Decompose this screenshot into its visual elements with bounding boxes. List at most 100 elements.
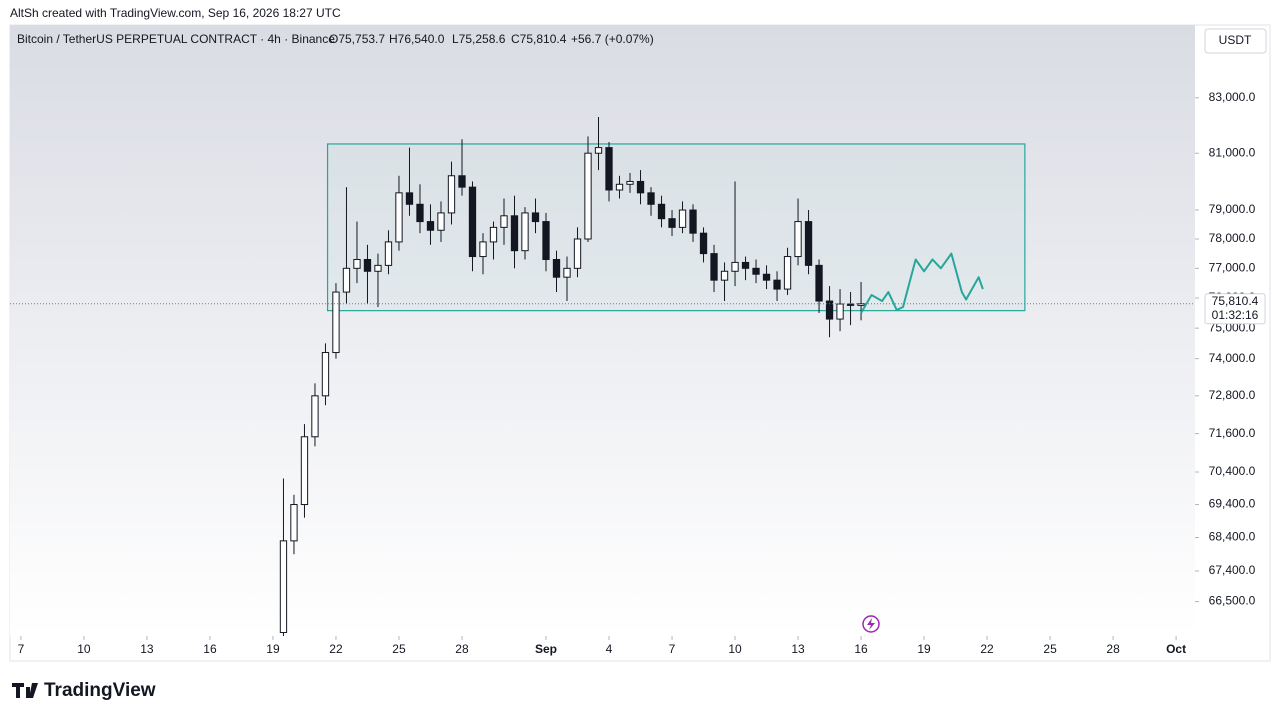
candle-body <box>710 253 718 281</box>
y-tick-label: 67,400.0 <box>1209 563 1256 577</box>
candle-body <box>416 203 424 223</box>
candle-body <box>311 395 319 438</box>
candle-body <box>804 221 813 266</box>
x-tick-label: 10 <box>77 642 91 656</box>
candle-body <box>552 258 561 278</box>
candle-body <box>773 279 781 290</box>
candle-body <box>563 267 571 278</box>
change: +56.7 (+0.07%) <box>571 32 654 46</box>
candle-body <box>332 291 340 354</box>
last-price-label: 75,810.4 <box>1212 294 1259 308</box>
candle-body <box>699 232 708 255</box>
candle-body <box>752 267 760 275</box>
candle-body <box>647 192 655 205</box>
candle-body <box>689 209 697 234</box>
y-tick-label: 69,400.0 <box>1209 497 1256 511</box>
candle-body <box>521 212 529 252</box>
candle-body <box>437 212 445 231</box>
logo-text: TradingView <box>44 680 156 701</box>
candle-body <box>584 152 592 240</box>
x-tick-label: 22 <box>980 642 994 656</box>
y-tick-label: 79,000.0 <box>1209 202 1256 216</box>
candle-body <box>626 180 634 185</box>
candle-body <box>458 175 466 188</box>
y-tick-label: 74,000.0 <box>1209 351 1256 365</box>
y-tick-label: 66,500.0 <box>1209 594 1256 608</box>
candle-body <box>426 221 435 231</box>
x-tick-label: 28 <box>1106 642 1120 656</box>
candle-body <box>384 241 393 266</box>
ohlc-high: H76,540.0 <box>389 32 445 46</box>
candle-body <box>825 300 834 320</box>
candle-body <box>468 186 477 258</box>
x-tick-label: 4 <box>606 642 613 656</box>
candle-body <box>720 270 729 281</box>
candle-body <box>668 218 676 228</box>
x-tick-label: 16 <box>203 642 217 656</box>
x-tick-label: Oct <box>1166 642 1186 656</box>
candle-body <box>731 261 739 272</box>
candle-body <box>489 226 498 243</box>
y-tick-label: 83,000.0 <box>1209 90 1256 104</box>
candle-body <box>636 180 645 194</box>
candle-body <box>678 209 687 228</box>
candle-body <box>447 175 456 214</box>
x-tick-label: 25 <box>392 642 406 656</box>
candle-body <box>510 215 519 252</box>
candle-body <box>531 212 540 223</box>
x-tick-label: 13 <box>791 642 805 656</box>
x-tick-label: 28 <box>455 642 469 656</box>
candle-body <box>815 264 823 302</box>
candle-body <box>353 258 361 269</box>
logo-icon <box>12 683 38 698</box>
currency-button[interactable] <box>1204 28 1267 54</box>
ohlc-low: L75,258.6 <box>452 32 506 46</box>
candle-body <box>321 352 330 397</box>
candle-body <box>836 303 844 320</box>
candle-body <box>857 303 865 306</box>
y-tick-label: 70,400.0 <box>1209 464 1256 478</box>
candle-body <box>363 258 372 272</box>
y-tick-label: 71,600.0 <box>1209 426 1256 440</box>
x-tick-label: 22 <box>329 642 343 656</box>
candle-body <box>794 221 802 258</box>
candle-body <box>279 540 288 634</box>
x-tick-label: Sep <box>535 642 557 656</box>
candle-body <box>395 192 403 243</box>
plot-bg <box>10 25 1195 636</box>
candle-body <box>605 147 613 191</box>
event-bolt <box>867 618 875 630</box>
candle-body <box>542 221 550 260</box>
candle-body <box>342 267 351 293</box>
candle-body <box>405 192 414 205</box>
symbol: Bitcoin / TetherUS PERPETUAL CONTRACT · … <box>17 32 335 46</box>
candle-body <box>300 436 309 506</box>
candle-body <box>846 303 855 306</box>
x-tick-label: 25 <box>1043 642 1057 656</box>
candle-body <box>479 241 487 258</box>
candle-body <box>762 273 771 281</box>
currency[interactable]: USDT <box>1219 33 1252 47</box>
x-tick-label: 13 <box>140 642 154 656</box>
ohlc-open: O75,753.7 <box>329 32 385 46</box>
countdown: 01:32:16 <box>1212 308 1259 322</box>
candle-body <box>783 256 792 290</box>
y-tick-label: 77,000.0 <box>1209 260 1256 274</box>
candle-body <box>741 261 750 269</box>
x-tick-label: 19 <box>917 642 931 656</box>
candle-body <box>615 183 624 191</box>
ohlc-close: C75,810.4 <box>511 32 567 46</box>
credit: AltSh created with TradingView.com, Sep … <box>10 6 341 20</box>
candle-body <box>657 203 666 220</box>
last-price-box <box>1204 293 1266 325</box>
x-tick-label: 7 <box>669 642 676 656</box>
candle-body <box>374 264 382 272</box>
y-tick-label: 78,000.0 <box>1209 231 1256 245</box>
x-tick-label: 7 <box>18 642 25 656</box>
x-tick-label: 16 <box>854 642 868 656</box>
candle-body <box>290 504 298 542</box>
candle-body <box>573 238 582 269</box>
projection-line <box>860 252 984 314</box>
